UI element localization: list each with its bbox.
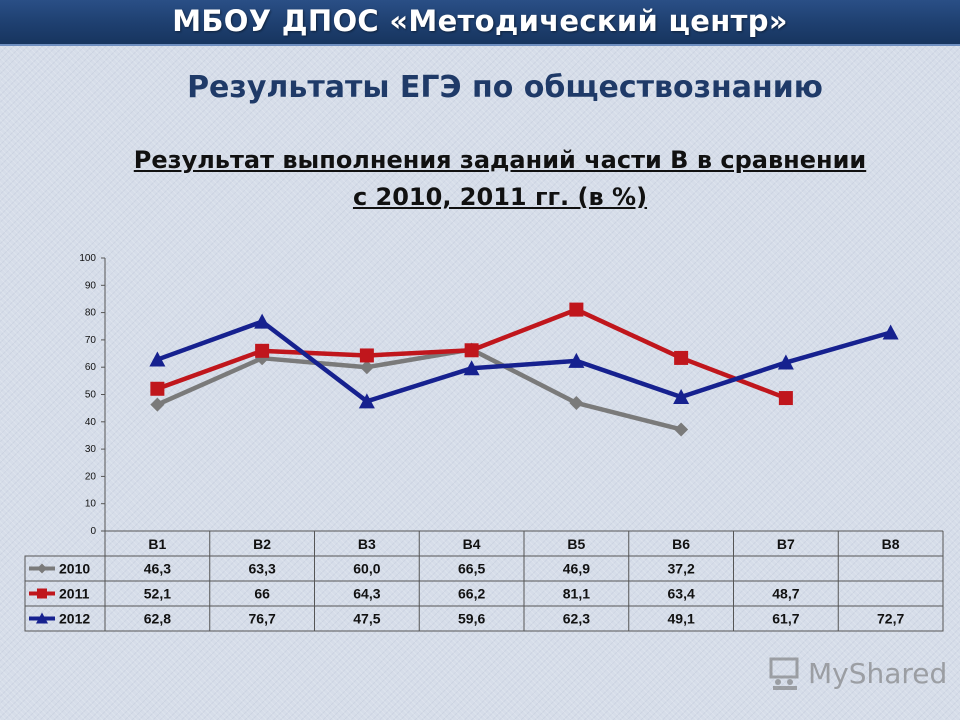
data-label: 46,9: [563, 561, 590, 577]
data-label: 72,7: [877, 611, 904, 627]
data-point-2012: [463, 360, 480, 376]
data-point-2011: [674, 350, 689, 365]
y-tick-label: 20: [85, 471, 97, 482]
y-tick-label: 90: [85, 280, 97, 291]
category-label: В8: [882, 536, 900, 552]
category-label: В4: [463, 536, 481, 552]
banner-title: МБОУ ДПОС «Методический центр»: [172, 4, 788, 38]
y-tick-label: 80: [85, 308, 97, 319]
data-point-2012: [882, 324, 899, 340]
data-point-2012: [358, 393, 375, 409]
category-label: В5: [567, 536, 585, 552]
data-label: 52,1: [144, 586, 171, 602]
y-tick-label: 10: [85, 499, 97, 510]
legend-marker-2010: [37, 563, 47, 574]
data-point-2011: [359, 348, 374, 363]
watermark-text: MyShared: [808, 657, 948, 690]
legend-marker-2012: [36, 612, 48, 624]
data-label: 61,7: [772, 611, 799, 627]
data-label: 66,2: [458, 586, 485, 602]
legend-label-2010: 2010: [59, 561, 90, 577]
y-tick-label: 40: [85, 417, 97, 428]
data-label: 59,6: [458, 611, 485, 627]
data-label: 37,2: [668, 561, 695, 577]
category-label: В1: [148, 536, 166, 552]
category-label: В6: [672, 536, 690, 552]
page-title: Результаты ЕГЭ по обществознанию: [187, 70, 823, 105]
data-point-2011: [569, 302, 584, 317]
legend-marker-2011: [37, 588, 47, 599]
data-label: 62,3: [563, 611, 590, 627]
y-tick-label: 30: [85, 444, 97, 455]
top-banner: МБОУ ДПОС «Методический центр»: [0, 0, 960, 46]
data-label: 46,3: [144, 561, 171, 577]
legend-label-2012: 2012: [59, 611, 90, 627]
data-point-2010: [674, 422, 689, 437]
data-point-2012: [673, 388, 690, 404]
data-label: 76,7: [249, 611, 276, 627]
chart-subtitle-line2: с 2010, 2011 гг. (в %): [352, 183, 648, 211]
data-label: 63,4: [668, 586, 695, 602]
data-point-2010: [569, 395, 584, 410]
chart-subtitle-line1: Результат выполнения заданий части В в с…: [133, 146, 867, 174]
data-point-2011: [150, 381, 165, 396]
data-label: 60,0: [353, 561, 380, 577]
y-tick-label: 0: [90, 526, 96, 537]
data-label: 47,5: [353, 611, 380, 627]
y-tick-label: 70: [85, 335, 97, 346]
data-point-2012: [149, 351, 166, 367]
data-label: 66,5: [458, 561, 485, 577]
category-label: В7: [777, 536, 795, 552]
data-point-2010: [359, 360, 374, 375]
data-label: 49,1: [668, 611, 695, 627]
watermark: MyShared: [768, 655, 947, 695]
category-label: В3: [358, 536, 376, 552]
data-point-2012: [777, 354, 794, 370]
data-label: 64,3: [353, 586, 380, 602]
legend-label-2011: 2011: [59, 586, 90, 602]
chart-subtitle: Результат выполнения заданий части В в с…: [0, 142, 960, 216]
y-tick-label: 50: [85, 390, 97, 401]
category-label: В2: [253, 536, 271, 552]
data-label: 66: [254, 586, 270, 602]
data-label: 81,1: [563, 586, 590, 602]
series-line-2010: [155, 347, 684, 432]
y-tick-label: 100: [79, 253, 96, 264]
series-line-2012: [155, 319, 893, 404]
y-tick-label: 60: [85, 362, 97, 373]
data-point-2012: [254, 313, 271, 329]
data-point-2011: [464, 343, 479, 358]
data-label: 48,7: [772, 586, 799, 602]
data-point-2010: [150, 397, 165, 412]
data-label: 63,3: [249, 561, 276, 577]
data-point-2011: [778, 391, 793, 406]
classroom-board-icon: [769, 657, 799, 690]
data-label: 62,8: [144, 611, 171, 627]
data-point-2011: [255, 343, 270, 358]
data-point-2012: [568, 352, 585, 368]
